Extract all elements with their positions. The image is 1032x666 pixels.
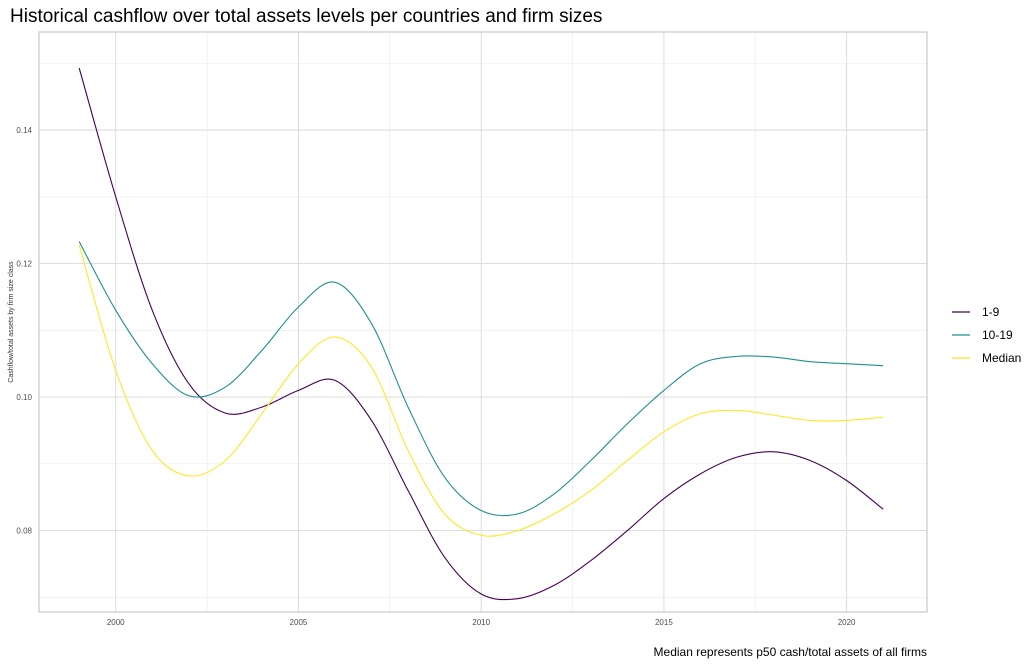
series-line-1-9 — [78, 67, 884, 601]
x-axis-ticks: 2000 2005 2010 2015 2020 — [107, 618, 856, 627]
x-tick-label: 2010 — [472, 618, 490, 627]
x-tick-label: 2020 — [838, 618, 856, 627]
series-line-10-19 — [78, 241, 884, 517]
chart-caption: Median represents p50 cash/total assets … — [654, 645, 927, 659]
plot-panel-border — [38, 31, 928, 613]
legend-label-10-19: 10-19 — [982, 328, 1013, 342]
y-tick-label: 0.14 — [16, 126, 32, 135]
grid-lines — [39, 32, 927, 612]
legend: 1-9 10-19 Median — [952, 305, 1021, 365]
x-tick-label: 2000 — [107, 618, 125, 627]
series-line-median — [78, 244, 884, 537]
series-lines — [78, 67, 884, 601]
x-tick-label: 2005 — [290, 618, 308, 627]
y-axis-ticks: 0.08 0.10 0.12 0.14 — [16, 126, 32, 535]
y-tick-label: 0.08 — [16, 527, 32, 536]
legend-label-median: Median — [982, 351, 1021, 365]
legend-label-1-9: 1-9 — [982, 305, 1000, 319]
y-axis-label: Cashflow/total assets by firm size class — [8, 261, 15, 383]
y-tick-label: 0.12 — [16, 260, 32, 269]
x-tick-label: 2015 — [655, 618, 673, 627]
chart-title: Historical cashflow over total assets le… — [10, 6, 602, 27]
y-tick-label: 0.10 — [16, 393, 32, 402]
